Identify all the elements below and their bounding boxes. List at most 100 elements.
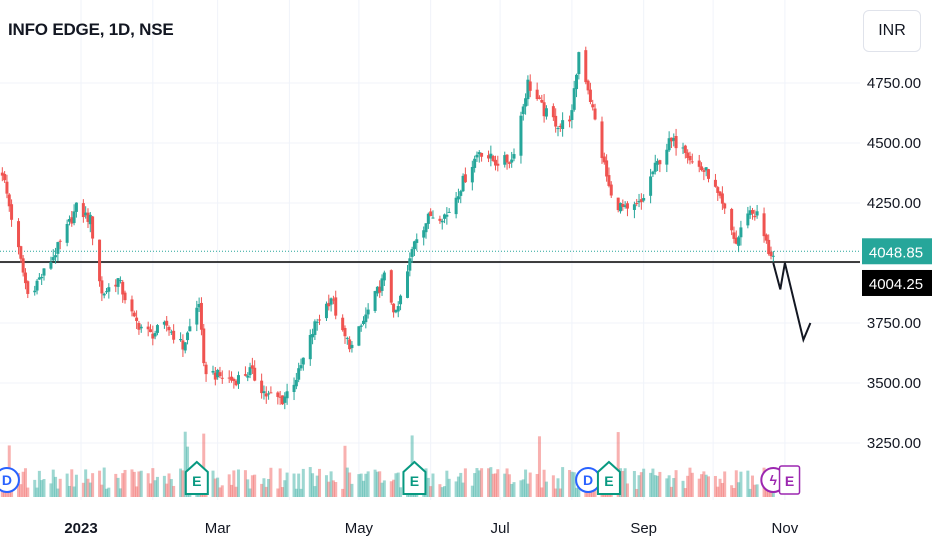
volume-bar (146, 473, 150, 497)
volume-bar (503, 473, 507, 497)
candle-body (658, 160, 662, 165)
candle-body (40, 276, 44, 279)
candle-body (755, 211, 759, 216)
volume-bar (26, 487, 30, 497)
candle-body (260, 380, 264, 394)
volume-bar (642, 468, 646, 497)
volume-bar (151, 468, 155, 497)
volume-bar (621, 470, 625, 497)
volume-bar (459, 472, 463, 497)
candle-body (179, 338, 183, 341)
currency-button[interactable]: INR (863, 10, 921, 52)
candle-body (713, 179, 717, 187)
volume-bar (558, 488, 562, 497)
volume-bar (118, 488, 122, 497)
volume-bar (649, 472, 653, 497)
volume-bar (713, 475, 717, 497)
candle-body (625, 203, 629, 209)
candle-body (591, 104, 595, 108)
volume-bar (0, 487, 4, 497)
volume-bar (341, 488, 345, 497)
candle-body (378, 286, 382, 293)
volume-bars (0, 431, 775, 497)
volume-bar (37, 470, 41, 497)
candle-body (137, 323, 141, 330)
candle-body (431, 217, 435, 219)
volume-bar (56, 488, 60, 497)
volume-bar (366, 471, 370, 497)
candle-body (3, 173, 7, 181)
candle-body (674, 136, 678, 149)
candle-body (285, 391, 289, 399)
candle-body (42, 268, 46, 276)
earnings-marker-icon (402, 460, 427, 495)
candle-body (463, 174, 467, 183)
volume-bar (98, 470, 102, 497)
projection-arrow[interactable] (772, 262, 812, 344)
volume-bar (716, 486, 720, 497)
time-tick-label: Jul (491, 520, 510, 537)
volume-bar (702, 471, 706, 497)
candle-body (480, 152, 484, 157)
volume-bar (718, 478, 722, 497)
volume-bar (216, 477, 220, 497)
time-axis[interactable]: 2023 Mar May Jul Sep Nov (64, 520, 798, 537)
volume-bar (70, 469, 74, 497)
candle-body (267, 393, 271, 395)
volume-bar (491, 473, 495, 497)
candle-body (440, 220, 444, 223)
candle-body (637, 200, 641, 203)
candle-body (243, 374, 247, 376)
candle-body (748, 210, 752, 216)
candle-body (586, 80, 590, 91)
candle-body (72, 211, 76, 224)
candle-body (186, 332, 190, 341)
volume-bar (51, 469, 55, 497)
candle-body (554, 115, 558, 127)
volume-bar (276, 488, 280, 497)
volume-bar (345, 467, 349, 497)
volume-bar (311, 473, 315, 497)
candle-body (107, 287, 111, 292)
candle-body (70, 217, 74, 224)
volume-bar (551, 475, 555, 497)
volume-bar (334, 482, 338, 497)
candle-body (98, 239, 102, 282)
volume-bar (324, 475, 328, 497)
candle-body (297, 368, 301, 380)
volume-bar (91, 473, 95, 497)
candle-body (350, 344, 354, 349)
candle-body (526, 79, 530, 100)
price-axis[interactable]: 3250.00 3500.00 3750.00 4250.00 4500.00 4750.… (867, 75, 921, 452)
candle-body (327, 302, 331, 307)
volume-bar (21, 471, 25, 497)
candle-body (167, 326, 171, 331)
grid-lines (0, 0, 860, 500)
volume-bar (473, 473, 477, 497)
volume-bar (23, 468, 27, 497)
volume-bar (162, 475, 166, 497)
candle-body (681, 147, 685, 149)
volume-bar (674, 470, 678, 497)
volume-bar (172, 485, 176, 497)
candle-body (58, 240, 62, 242)
volume-bar (308, 467, 312, 497)
candle-body (762, 213, 766, 237)
volume-bar (570, 471, 574, 497)
volume-bar (33, 479, 37, 497)
volume-bar (155, 476, 159, 497)
candle-body (313, 321, 317, 335)
symbol-title[interactable]: INFO EDGE, 1D, NSE (8, 20, 174, 39)
candle-body (459, 191, 463, 196)
candle-body (445, 214, 449, 217)
volume-bar (737, 482, 741, 497)
volume-bar (507, 474, 511, 497)
volume-bar (153, 480, 157, 497)
volume-bar (480, 468, 484, 497)
candle-body (283, 396, 287, 403)
candle-body (23, 272, 27, 284)
candle-body (37, 277, 41, 280)
candle-body (651, 171, 655, 175)
candle-body (148, 329, 152, 333)
